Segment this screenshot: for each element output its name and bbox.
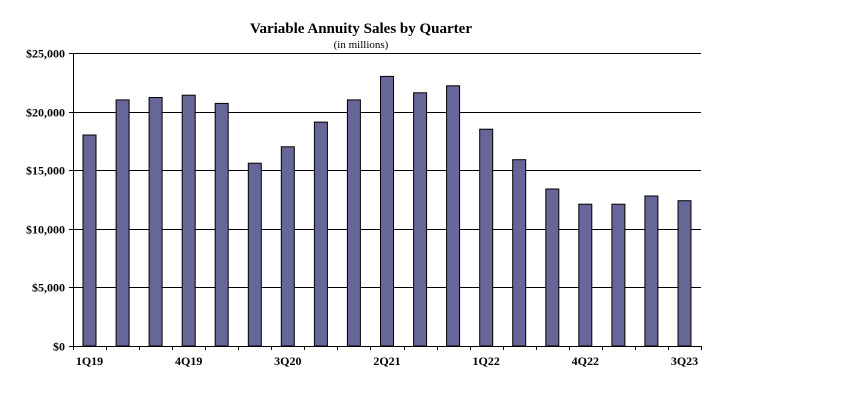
bar-3Q19 <box>148 97 163 347</box>
bar-1Q19 <box>82 134 97 347</box>
bar-3Q21 <box>413 92 428 347</box>
x-tick-label: 3Q20 <box>274 354 301 368</box>
y-tick-label: $20,000 <box>26 106 65 120</box>
bar-1Q20 <box>214 102 229 347</box>
bar-2Q23 <box>644 195 659 347</box>
y-tick-label: $15,000 <box>26 164 65 178</box>
bar-1Q23 <box>611 203 626 347</box>
x-axis-tick-labels: 1Q19 4Q19 3Q20 2Q21 1Q22 4Q22 3Q23 <box>76 354 698 368</box>
axes <box>69 53 702 350</box>
x-tick-label: 2Q21 <box>373 354 400 368</box>
y-tick-label: $10,000 <box>26 223 65 237</box>
bar-4Q19 <box>181 94 196 347</box>
x-tick-label: 4Q19 <box>175 354 202 368</box>
y-tick-label: $5,000 <box>32 281 65 295</box>
bar-4Q22 <box>578 203 593 347</box>
y-tick-label: $0 <box>53 340 65 354</box>
bar-3Q23 <box>677 200 692 347</box>
x-tick-label: 4Q22 <box>572 354 599 368</box>
chart-subtitle: (in millions) <box>334 39 389 51</box>
bar-1Q22 <box>479 128 494 347</box>
bar-2Q19 <box>115 99 130 347</box>
bar-2Q21 <box>380 75 394 347</box>
bar-3Q20 <box>280 146 295 347</box>
bar-3Q22 <box>545 188 560 347</box>
bars <box>82 75 692 347</box>
y-tick-label: $25,000 <box>26 47 65 61</box>
chart-title: Variable Annuity Sales by Quarter <box>250 21 472 37</box>
bar-4Q21 <box>446 85 461 347</box>
x-tick-label: 1Q22 <box>473 354 500 368</box>
bar-4Q20 <box>313 121 328 347</box>
x-tick-label: 1Q19 <box>76 354 103 368</box>
bar-2Q20 <box>247 162 262 347</box>
x-tick-label: 3Q23 <box>671 354 698 368</box>
y-axis-tick-labels: $0 $5,000 $10,000 $15,000 $20,000 $25,000 <box>26 47 65 354</box>
bar-2Q22 <box>512 159 527 347</box>
bar-1Q21 <box>346 99 361 347</box>
